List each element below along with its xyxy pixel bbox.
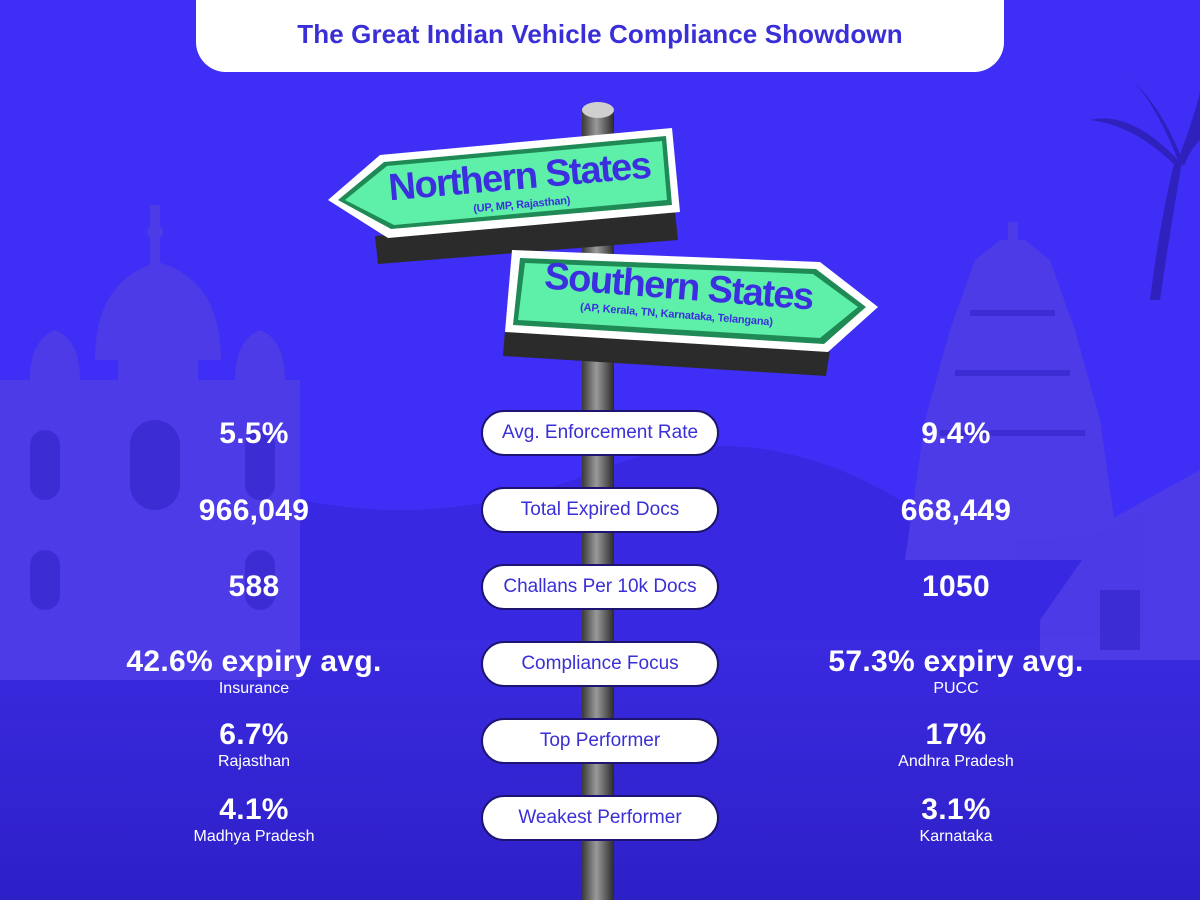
metric-label-challans: Challans Per 10k Docs <box>481 564 719 610</box>
south-value: 57.3% expiry avg. <box>828 645 1084 678</box>
north-sign-board <box>328 128 680 264</box>
north-value: 966,049 <box>198 494 310 527</box>
south-value: 17% <box>925 718 987 751</box>
temple-gopuram-icon <box>905 222 1200 660</box>
south-sign-board <box>503 250 878 376</box>
north-stat-top-performer: 6.7% Rajasthan <box>74 718 434 771</box>
south-stat-challans: 1050 <box>776 570 1136 603</box>
north-value: 588 <box>228 570 280 603</box>
south-subtext: PUCC <box>933 680 979 697</box>
south-subtext: Karnataka <box>919 828 993 845</box>
south-value: 1050 <box>922 570 990 603</box>
south-value: 3.1% <box>921 793 991 826</box>
north-stat-challans: 588 <box>74 570 434 603</box>
south-stat-weakest-performer: 3.1% Karnataka <box>776 793 1136 846</box>
metric-label-top-performer: Top Performer <box>481 718 719 764</box>
north-stat-compliance-focus: 42.6% expiry avg. Insurance <box>74 645 434 698</box>
north-value: 5.5% <box>219 417 289 450</box>
north-subtext: Rajasthan <box>217 753 291 770</box>
south-subtext: Andhra Pradesh <box>898 753 1014 770</box>
metric-label-expired-docs: Total Expired Docs <box>481 487 719 533</box>
south-stat-compliance-focus: 57.3% expiry avg. PUCC <box>776 645 1136 698</box>
south-value: 668,449 <box>900 494 1012 527</box>
palm-tree-icon <box>1090 70 1200 300</box>
south-stat-enforcement-rate: 9.4% <box>776 417 1136 450</box>
metric-label-enforcement-rate: Avg. Enforcement Rate <box>481 410 719 456</box>
south-stat-top-performer: 17% Andhra Pradesh <box>776 718 1136 771</box>
metric-label-weakest-performer: Weakest Performer <box>481 795 719 841</box>
page-title: The Great Indian Vehicle Compliance Show… <box>297 19 903 49</box>
north-value: 6.7% <box>219 718 289 751</box>
north-stat-weakest-performer: 4.1% Madhya Pradesh <box>74 793 434 846</box>
north-value: 42.6% expiry avg. <box>126 645 382 678</box>
north-value: 4.1% <box>219 793 289 826</box>
south-stat-expired-docs: 668,449 <box>776 494 1136 527</box>
metric-label-compliance-focus: Compliance Focus <box>481 641 719 687</box>
title-banner: The Great Indian Vehicle Compliance Show… <box>196 0 1004 72</box>
south-value: 9.4% <box>921 417 991 450</box>
north-subtext: Insurance <box>218 680 290 697</box>
north-stat-enforcement-rate: 5.5% <box>74 417 434 450</box>
north-stat-expired-docs: 966,049 <box>74 494 434 527</box>
north-subtext: Madhya Pradesh <box>193 828 315 845</box>
